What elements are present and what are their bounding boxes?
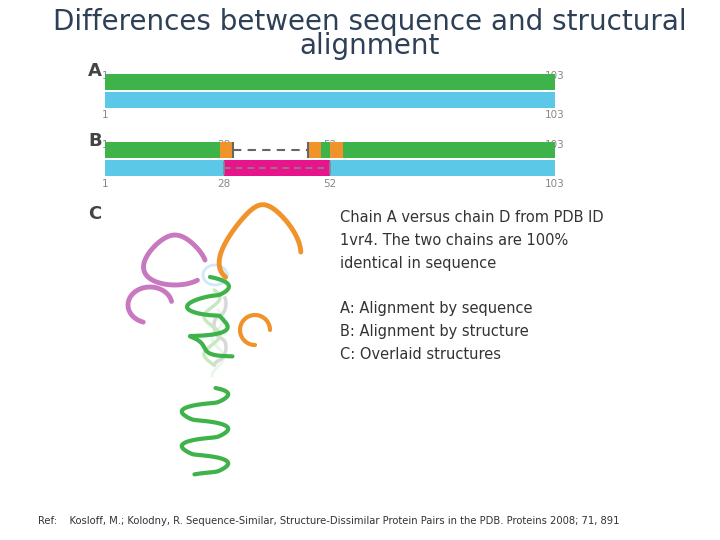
Text: A: A [88,62,102,80]
Bar [308,142,555,158]
Text: C: C [88,205,102,223]
Text: 1: 1 [102,71,108,81]
Text: 28: 28 [217,179,230,189]
Text: B: B [88,132,102,150]
Bar [224,160,330,176]
Text: Chain A versus chain D from PDB ID
1vr4. The two chains are 100%
identical in se: Chain A versus chain D from PDB ID 1vr4.… [340,210,603,362]
Bar [220,142,233,158]
Text: 28: 28 [217,140,230,150]
Bar [330,160,337,176]
Text: 103: 103 [545,110,565,120]
Text: 103: 103 [545,140,565,150]
Bar [330,142,343,158]
Text: 1: 1 [102,179,108,189]
Text: 1: 1 [102,140,108,150]
Text: 103: 103 [545,179,565,189]
Bar [308,142,321,158]
Text: 52: 52 [323,179,337,189]
Bar [330,160,555,176]
Bar [105,74,555,90]
Bar [105,160,224,176]
Text: 52: 52 [323,140,337,150]
Text: Ref:    Kosloff, M.; Kolodny, R. Sequence-Similar, Structure-Dissimilar Protein : Ref: Kosloff, M.; Kolodny, R. Sequence-S… [38,516,619,526]
Text: 1: 1 [102,110,108,120]
Text: 103: 103 [545,71,565,81]
Text: alignment: alignment [300,32,440,60]
Text: Differences between sequence and structural: Differences between sequence and structu… [53,8,687,36]
Bar [105,92,555,108]
Bar [105,142,224,158]
